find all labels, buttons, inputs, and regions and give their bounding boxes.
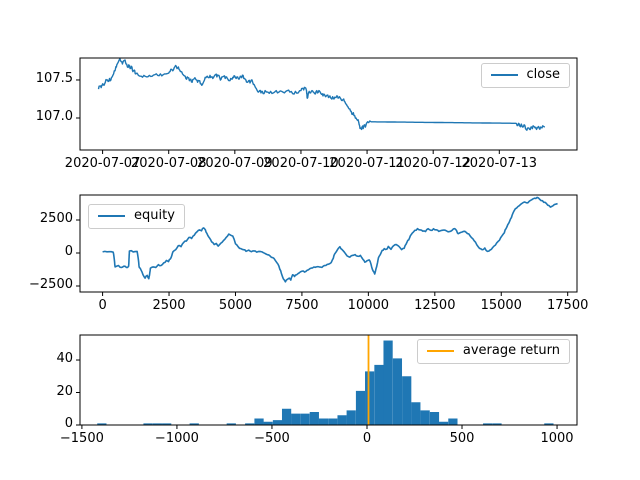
histogram-bar — [346, 410, 356, 425]
histogram-bar — [328, 418, 338, 425]
axes-spines — [79, 57, 578, 151]
histogram-bar — [492, 423, 502, 425]
histogram-bar — [143, 423, 153, 425]
histogram-bar — [438, 421, 449, 425]
histogram-bar — [300, 413, 310, 425]
histogram-bar — [374, 364, 384, 425]
close-line — [97, 58, 546, 131]
legend-close: close — [480, 63, 570, 88]
legend-label-average-return: average return — [462, 343, 560, 358]
histogram-bar — [365, 371, 375, 425]
histogram-bar — [420, 410, 430, 425]
histogram-bar — [429, 412, 440, 425]
histogram-bar — [152, 423, 162, 425]
histogram-bar — [263, 421, 273, 425]
histogram-bar — [291, 413, 301, 425]
histogram-bar — [355, 390, 366, 425]
equity-line-swatch — [98, 215, 125, 217]
histogram-bar — [272, 420, 283, 425]
histogram-bar — [162, 423, 172, 425]
histogram-bar — [544, 423, 554, 425]
axes-spines — [79, 334, 578, 426]
histogram-bar — [189, 423, 199, 425]
axes-spines — [79, 194, 578, 293]
histogram-bar — [337, 415, 347, 425]
histogram-bar — [245, 423, 255, 425]
histogram-bar — [411, 402, 421, 425]
histogram-bar — [392, 358, 403, 425]
histogram-bar — [309, 412, 319, 425]
histogram-bar — [483, 423, 493, 425]
returns-histogram-plot — [76, 334, 578, 429]
histogram-bar — [318, 418, 329, 425]
close-price-plot — [76, 57, 578, 154]
histogram-bar — [402, 376, 412, 425]
histogram-bar — [383, 340, 393, 425]
equity-curve-plot — [76, 194, 578, 296]
legend-average-return: average return — [416, 339, 570, 364]
legend-equity: equity — [88, 204, 185, 229]
legend-label-close: close — [526, 67, 560, 82]
histogram-bar — [97, 423, 107, 425]
legend-label-equity: equity — [134, 208, 175, 223]
histogram-bar — [254, 418, 264, 425]
close-line-swatch — [490, 74, 518, 76]
histogram-bar — [226, 423, 236, 425]
histogram-bar — [281, 408, 292, 425]
equity-line — [102, 196, 558, 283]
average-return-line-swatch — [426, 350, 454, 352]
histogram-bar — [448, 418, 458, 425]
